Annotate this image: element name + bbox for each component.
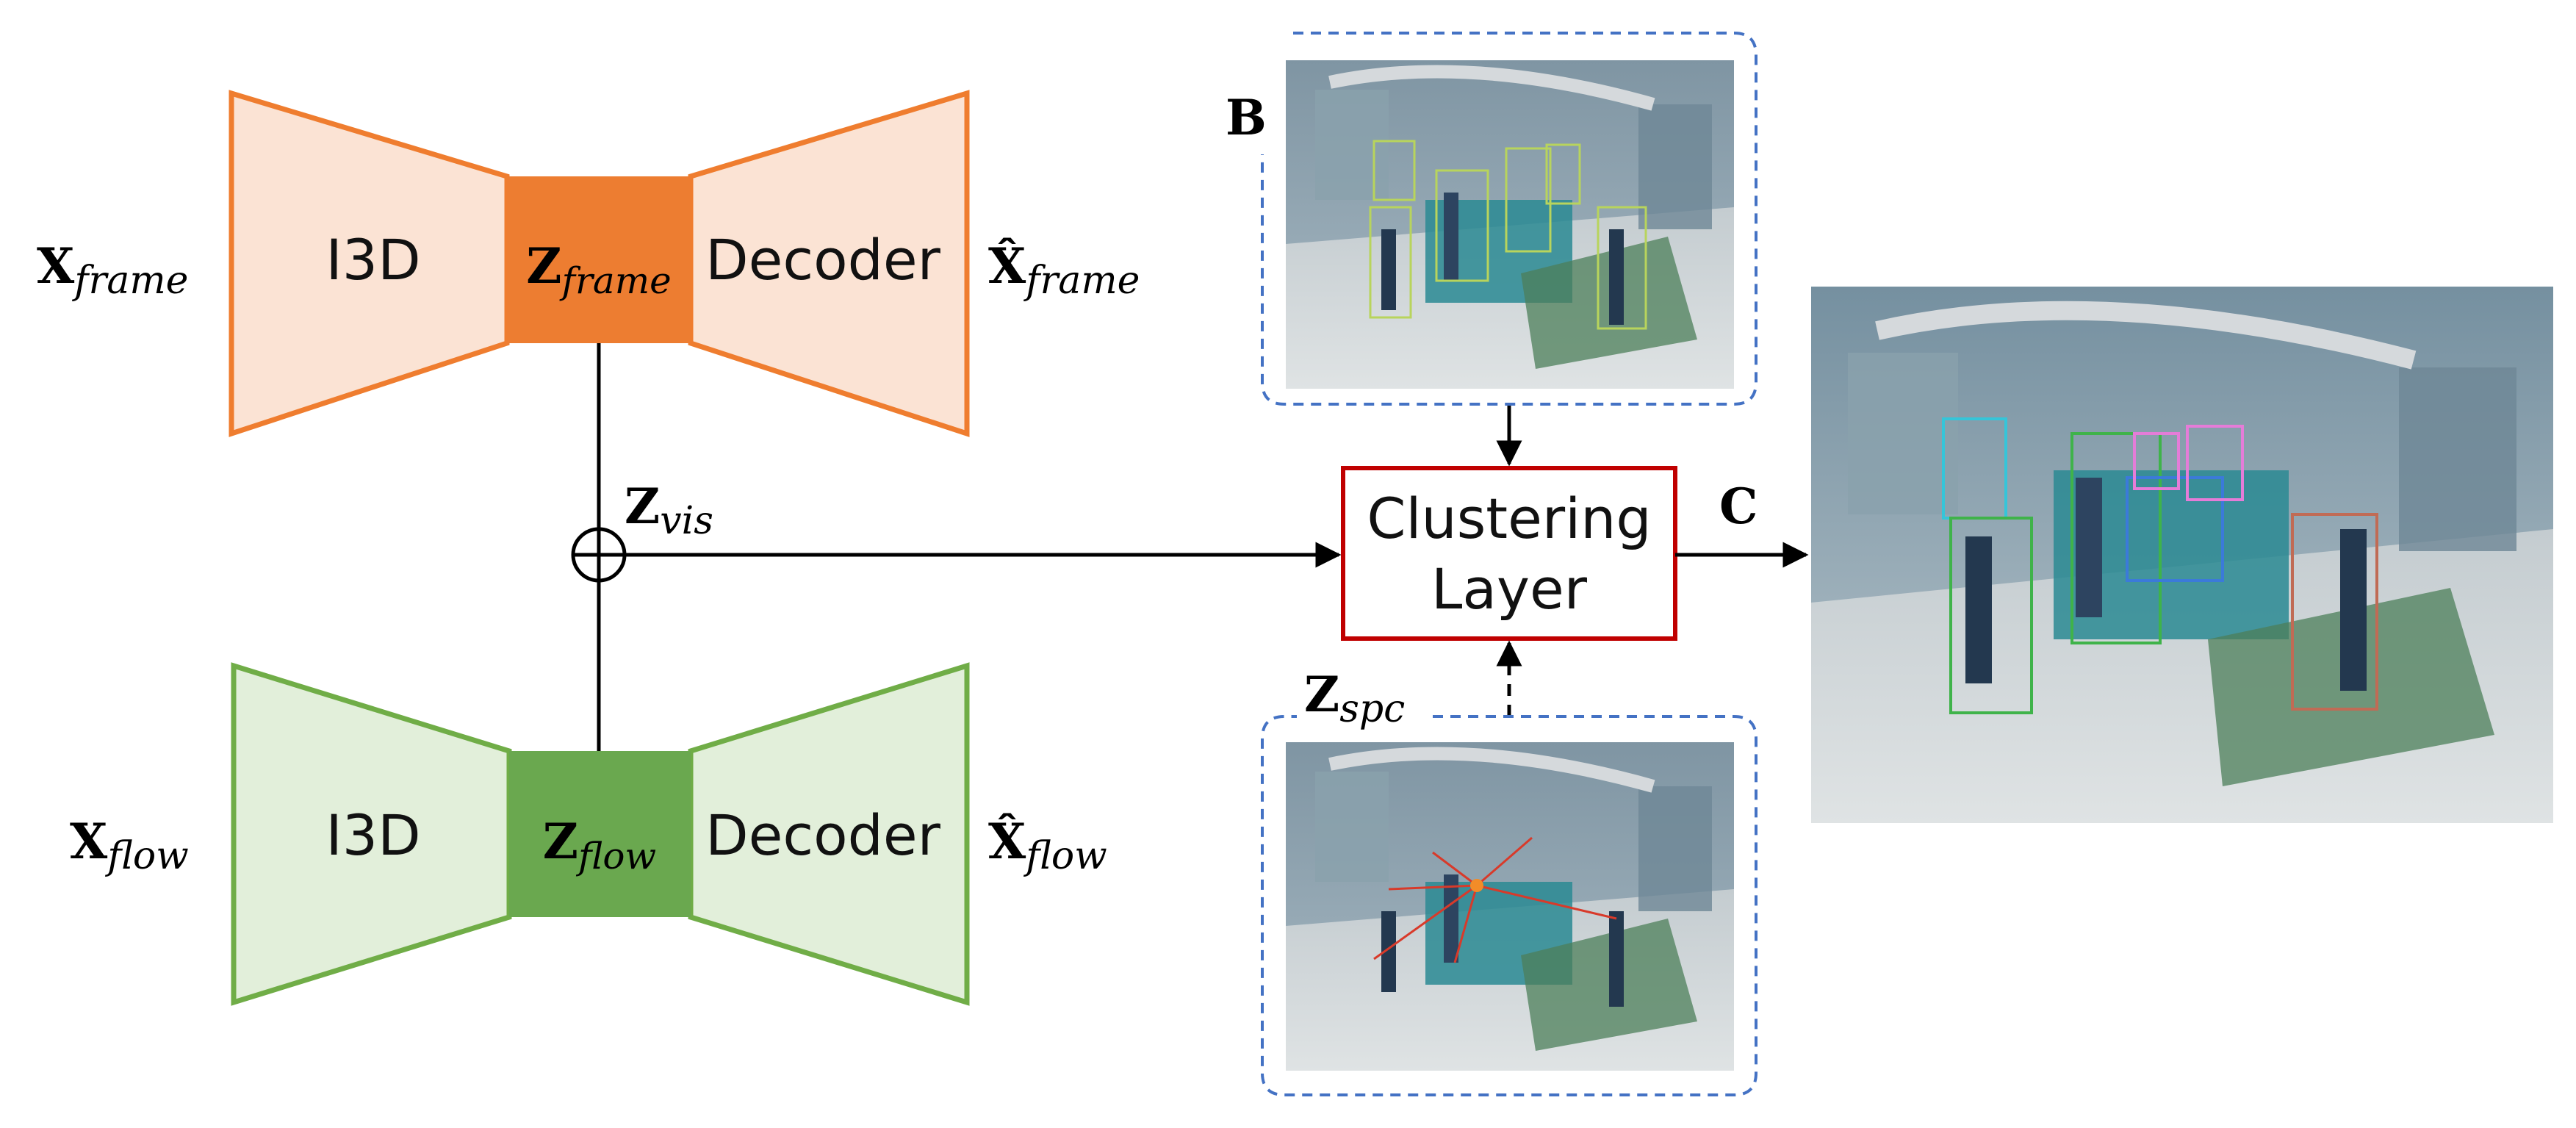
clustering-line1: Clustering: [1367, 486, 1651, 551]
scene-image-clustered: [1811, 287, 2553, 823]
spatial-graph-edges: [1373, 836, 1617, 963]
bbox-2: [1435, 169, 1489, 282]
bbox-4: [1597, 206, 1647, 330]
fusion: Zvis: [571, 343, 1342, 751]
clustering-box: [1341, 466, 1677, 641]
flow-output-label: X̂flow: [988, 813, 1107, 878]
frame-latent-box: [507, 176, 691, 343]
flow-latent-box: [509, 751, 691, 917]
cluster-bbox-blue: [2126, 476, 2224, 582]
flow-decoder-label: Decoder: [705, 802, 941, 868]
scene-image-bboxes: [1286, 60, 1734, 389]
spatial-center-point: [1470, 879, 1483, 892]
scene-image-spatial: [1286, 742, 1734, 1071]
frame-encoder-label: I3D: [325, 227, 420, 292]
cluster-bbox-pink-2: [2186, 425, 2244, 501]
bbox-1: [1369, 206, 1412, 319]
frame-decoder-label: Decoder: [705, 227, 941, 292]
cluster-bbox-pink-1: [2133, 432, 2180, 490]
cluster-bbox-brown: [2291, 513, 2378, 711]
frame-input-label: Xframe: [37, 237, 188, 303]
cluster-bbox-green-1: [1949, 517, 2033, 714]
spatial-dashed-frame: [1261, 715, 1757, 1096]
bbox-b-label: B: [1226, 89, 1267, 146]
frame-output-label: X̂frame: [988, 237, 1140, 303]
flow-latent-label: Zflow: [543, 813, 656, 877]
frame-latent-label: Zframe: [526, 237, 671, 302]
bbox-5: [1545, 143, 1581, 205]
flow-input-label: Xflow: [70, 813, 189, 878]
frame-autoencoder: I3D Decoder Zframe Xframe X̂frame: [37, 90, 1140, 437]
cluster-bbox-green-2: [2070, 432, 2162, 644]
zspc-label: Zspc: [1304, 666, 1405, 731]
output-c-label: C: [1719, 478, 1758, 535]
bbox-dashed-frame: [1261, 32, 1757, 406]
flow-autoencoder: I3D Decoder Zflow Xflow X̂flow: [70, 662, 1107, 1006]
clustering-layer: Clustering Layer: [1341, 466, 1677, 641]
flow-encoder-label: I3D: [325, 802, 420, 868]
zvis-label: Zvis: [625, 478, 713, 543]
bbox-3: [1505, 147, 1552, 253]
clustering-line2: Layer: [1431, 556, 1588, 622]
bbox-6: [1372, 140, 1416, 201]
